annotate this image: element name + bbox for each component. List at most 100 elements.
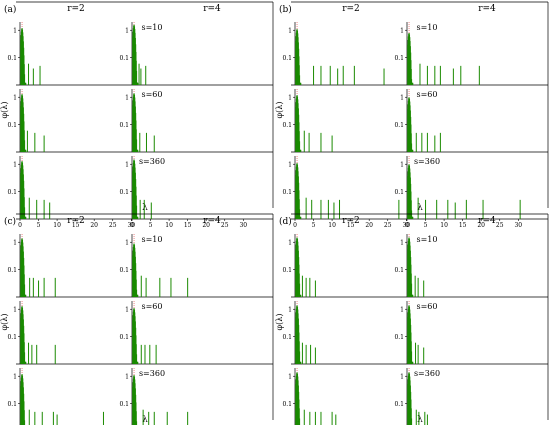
x-tick-label: 15 (72, 222, 80, 229)
y-tick-label: 1 (125, 95, 129, 102)
s-label: s=60 (142, 302, 163, 311)
y-tick-label: 0.1 (282, 122, 292, 129)
y-tick-label: 0.1 (394, 267, 404, 274)
s-label: s=60 (417, 90, 438, 99)
y-tick-label: 1 (13, 95, 17, 102)
r4-header: r=4 (478, 4, 496, 14)
y-tick-label: 1 (13, 240, 17, 247)
x-axis-label: λ (142, 203, 148, 213)
s-label: s=10 (417, 235, 438, 244)
x-tick-label: 5 (37, 222, 41, 229)
y-tick-label: 0.1 (282, 267, 292, 274)
y-tick-label: 0.1 (394, 55, 404, 62)
x-tick-label: 5 (149, 222, 153, 229)
s-label: s=60 (142, 90, 163, 99)
x-tick-label: 20 (365, 222, 373, 229)
y-axis-label: φ(λ) (0, 314, 9, 331)
y-tick-label: 1 (400, 374, 404, 381)
y-tick-label: 0.1 (282, 189, 292, 196)
panel-label: (b) (279, 4, 292, 15)
r2-header: r=2 (67, 4, 85, 14)
y-tick-label: 1 (400, 307, 404, 314)
x-tick-label: 25 (384, 222, 392, 229)
r4-header: r=4 (203, 216, 221, 226)
x-tick-label: 30 (127, 222, 135, 229)
y-axis-label: φ(λ) (275, 314, 284, 331)
s-label: s=10 (142, 23, 163, 32)
y-axis-label: φ(λ) (0, 102, 9, 119)
x-axis-label: λ (417, 415, 423, 425)
y-tick-label: 1 (400, 28, 404, 35)
y-tick-label: 1 (125, 28, 129, 35)
y-tick-label: 1 (400, 95, 404, 102)
y-tick-label: 0.1 (282, 401, 292, 408)
s-label: s=10 (417, 23, 438, 32)
y-tick-label: 0.1 (394, 401, 404, 408)
panel-b: (b)φ(λ)λ10.110.110.110.110.10 5 10 15 20 25 30… (275, 1, 549, 229)
x-tick-label: 0 (18, 222, 22, 229)
y-tick-label: 1 (125, 307, 129, 314)
x-tick-label: 30 (239, 222, 247, 229)
x-tick-label: 20 (477, 222, 485, 229)
x-tick-label: 15 (347, 222, 355, 229)
y-tick-label: 0.1 (282, 55, 292, 62)
y-tick-label: 1 (400, 162, 404, 169)
s-label: s=360 (139, 369, 165, 378)
s-label: s=360 (414, 157, 440, 166)
y-tick-label: 0.1 (119, 122, 129, 129)
y-tick-label: 0.1 (7, 189, 17, 196)
x-tick-label: 10 (53, 222, 61, 229)
y-tick-label: 0.1 (119, 55, 129, 62)
panel-a: (a)φ(λ)λ10.110.110.110.110.10 5 10 15 20 25 30… (0, 1, 274, 229)
y-tick-label: 1 (125, 374, 129, 381)
x-tick-label: 30 (514, 222, 522, 229)
x-tick-label: 20 (90, 222, 98, 229)
x-tick-label: 10 (440, 222, 448, 229)
y-tick-label: 1 (288, 307, 292, 314)
r4-header: r=4 (203, 4, 221, 14)
s-label: s=10 (142, 235, 163, 244)
y-tick-label: 0.1 (7, 401, 17, 408)
panel-label: (a) (4, 4, 16, 15)
x-tick-label: 5 (312, 222, 316, 229)
x-tick-label: 20 (202, 222, 210, 229)
y-tick-label: 0.1 (394, 334, 404, 341)
y-tick-label: 1 (13, 374, 17, 381)
s-label: s=360 (139, 157, 165, 166)
x-tick-label: 0 (293, 222, 297, 229)
y-tick-label: 0.1 (7, 122, 17, 129)
y-tick-label: 0.1 (394, 122, 404, 129)
x-axis-label: λ (142, 415, 148, 425)
r2-header: r=2 (67, 216, 85, 226)
panel-label: (d) (279, 216, 292, 227)
x-tick-label: 25 (496, 222, 504, 229)
y-tick-label: 0.1 (119, 401, 129, 408)
y-tick-label: 0.1 (119, 267, 129, 274)
y-tick-label: 0.1 (7, 334, 17, 341)
y-tick-label: 1 (13, 307, 17, 314)
x-tick-label: 5 (424, 222, 428, 229)
panel-label: (c) (4, 216, 16, 227)
panel-c: (c)φ(λ)λ10.110.110.110.110.1051015202530… (0, 213, 274, 425)
y-tick-label: 1 (125, 240, 129, 247)
x-tick-label: 30 (402, 222, 410, 229)
y-tick-label: 0.1 (394, 189, 404, 196)
s-label: s=60 (417, 302, 438, 311)
y-tick-label: 1 (288, 240, 292, 247)
x-tick-label: 0 (405, 222, 409, 229)
r2-header: r=2 (342, 216, 360, 226)
y-tick-label: 0.1 (119, 189, 129, 196)
x-tick-label: 15 (459, 222, 467, 229)
y-tick-label: 1 (13, 162, 17, 169)
x-axis-label: λ (417, 203, 423, 213)
y-tick-label: 0.1 (7, 267, 17, 274)
x-tick-label: 0 (130, 222, 134, 229)
x-tick-label: 10 (328, 222, 336, 229)
x-tick-label: 25 (109, 222, 117, 229)
r4-header: r=4 (478, 216, 496, 226)
r2-header: r=2 (342, 4, 360, 14)
y-tick-label: 1 (400, 240, 404, 247)
y-tick-label: 0.1 (7, 55, 17, 62)
y-tick-label: 0.1 (282, 334, 292, 341)
